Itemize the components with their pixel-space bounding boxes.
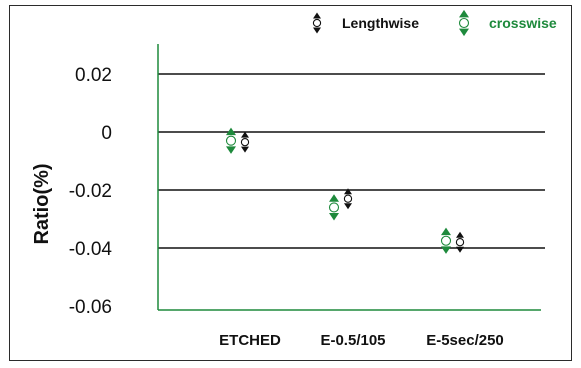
- lengthwise-point: [240, 131, 250, 153]
- y-tick-labels: 0.02 0 -0.02 -0.04 -0.06: [69, 65, 113, 318]
- y-axis-label: Ratio(%): [31, 163, 53, 244]
- legend-crosswise-marker: [458, 9, 470, 37]
- legend-lengthwise-marker: [312, 12, 322, 34]
- crosswise-point: [328, 194, 340, 221]
- x-category-label: E-5sec/250: [426, 332, 504, 349]
- chart-frame: 0.02 0 -0.02 -0.04 -0.06 ETCHED E-0.5/105 E-5s…: [9, 5, 572, 361]
- lengthwise-point: [455, 231, 465, 253]
- legend: Lengthwise crosswise: [312, 9, 557, 37]
- data-marks: [225, 127, 465, 254]
- y-tick-label: -0.02: [69, 181, 112, 202]
- y-tick-label: 0: [101, 123, 112, 144]
- y-tick-label: 0.02: [75, 65, 112, 86]
- legend-label: Lengthwise: [342, 15, 419, 31]
- x-category-labels: ETCHED E-0.5/105 E-5sec/250: [219, 332, 504, 349]
- legend-label: crosswise: [489, 15, 557, 31]
- ratio-chart: 0.02 0 -0.02 -0.04 -0.06 ETCHED E-0.5/105 E-5s…: [31, 9, 557, 349]
- crosswise-point: [440, 227, 452, 254]
- crosswise-point: [225, 127, 237, 154]
- grid-layer: [158, 73, 545, 249]
- x-category-label: E-0.5/105: [320, 332, 385, 349]
- lengthwise-point: [343, 188, 353, 210]
- y-tick-label: -0.06: [69, 297, 112, 318]
- y-tick-label: -0.04: [69, 239, 113, 260]
- x-category-label: ETCHED: [219, 332, 281, 349]
